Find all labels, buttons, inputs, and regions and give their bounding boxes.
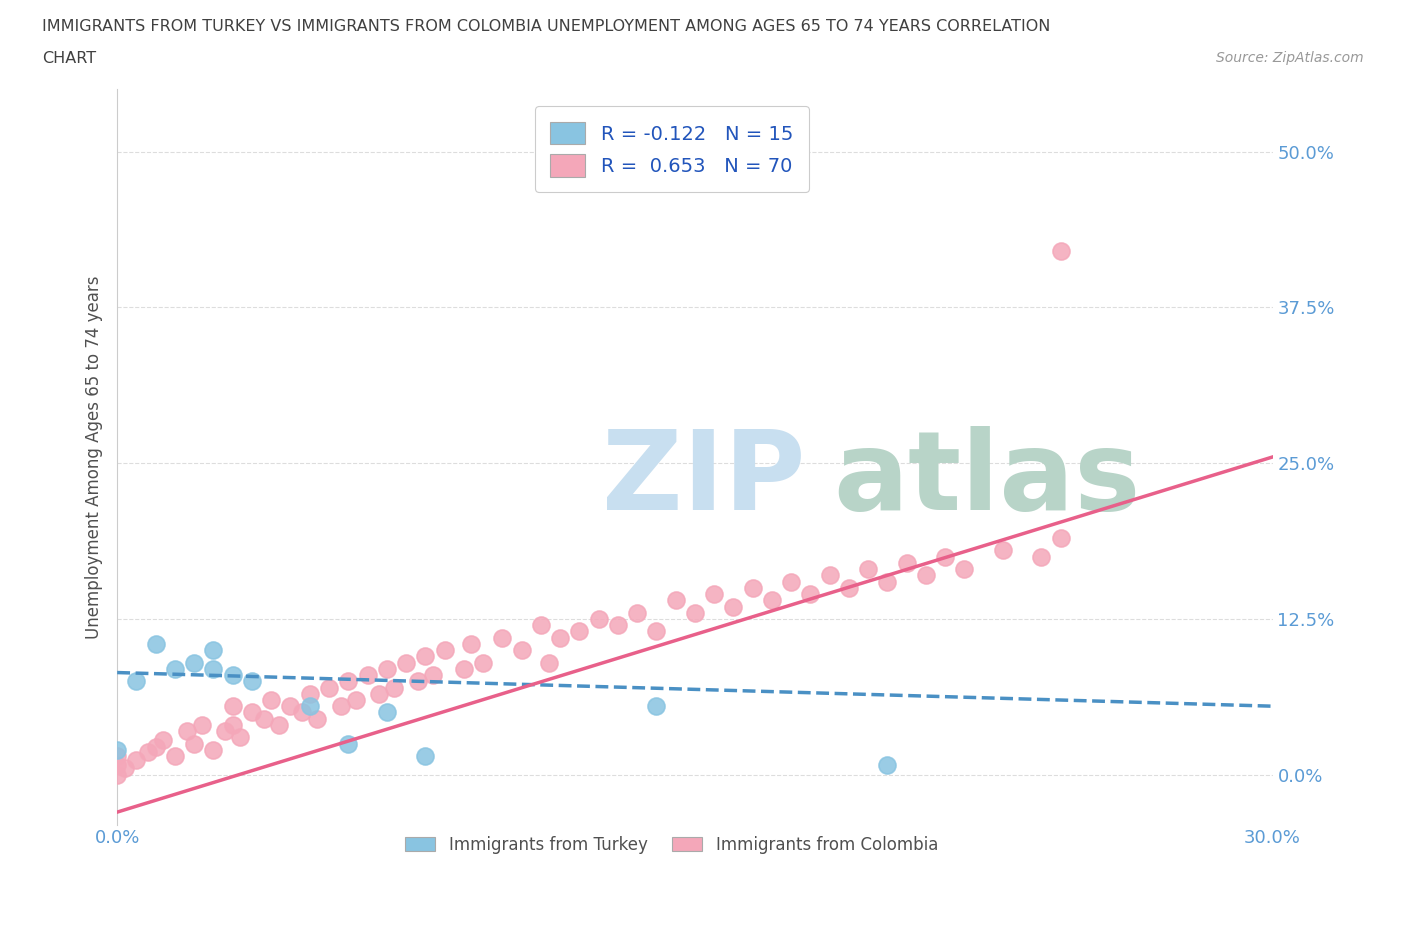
- Point: [723, 599, 745, 614]
- Point: [222, 668, 245, 683]
- Point: [105, 757, 128, 772]
- Point: [125, 752, 148, 767]
- Point: [934, 550, 956, 565]
- Point: [307, 711, 329, 726]
- Point: [145, 636, 167, 651]
- Point: [337, 737, 360, 751]
- Point: [626, 605, 648, 620]
- Point: [1049, 244, 1071, 259]
- Point: [176, 724, 198, 738]
- Point: [896, 555, 918, 570]
- Point: [280, 698, 302, 713]
- Point: [406, 674, 429, 689]
- Point: [780, 574, 803, 589]
- Text: atlas: atlas: [834, 426, 1140, 533]
- Point: [876, 574, 898, 589]
- Point: [152, 733, 174, 748]
- Point: [1049, 530, 1071, 545]
- Point: [683, 605, 706, 620]
- Text: Source: ZipAtlas.com: Source: ZipAtlas.com: [1216, 51, 1364, 65]
- Point: [510, 643, 533, 658]
- Point: [267, 717, 290, 732]
- Point: [105, 749, 128, 764]
- Point: [222, 717, 245, 732]
- Point: [413, 649, 436, 664]
- Point: [163, 749, 186, 764]
- Point: [125, 674, 148, 689]
- Point: [645, 624, 668, 639]
- Point: [318, 680, 340, 695]
- Point: [799, 587, 821, 602]
- Point: [472, 655, 495, 670]
- Point: [453, 661, 475, 676]
- Point: [703, 587, 725, 602]
- Point: [1031, 550, 1053, 565]
- Point: [344, 693, 367, 708]
- Point: [337, 674, 360, 689]
- Point: [876, 757, 898, 772]
- Point: [460, 636, 482, 651]
- Legend: Immigrants from Turkey, Immigrants from Colombia: Immigrants from Turkey, Immigrants from …: [399, 829, 945, 860]
- Point: [665, 592, 688, 607]
- Point: [214, 724, 236, 738]
- Point: [818, 568, 841, 583]
- Y-axis label: Unemployment Among Ages 65 to 74 years: Unemployment Among Ages 65 to 74 years: [86, 275, 103, 639]
- Point: [202, 643, 225, 658]
- Text: ZIP: ZIP: [602, 426, 806, 533]
- Point: [422, 668, 444, 683]
- Point: [240, 705, 263, 720]
- Point: [114, 761, 136, 776]
- Point: [606, 618, 628, 632]
- Point: [761, 592, 783, 607]
- Point: [375, 705, 398, 720]
- Point: [991, 543, 1014, 558]
- Point: [202, 742, 225, 757]
- Point: [298, 698, 321, 713]
- Point: [145, 740, 167, 755]
- Point: [588, 612, 610, 627]
- Point: [298, 686, 321, 701]
- Point: [183, 655, 205, 670]
- Point: [229, 730, 252, 745]
- Point: [384, 680, 406, 695]
- Point: [260, 693, 283, 708]
- Point: [240, 674, 263, 689]
- Point: [838, 580, 860, 595]
- Point: [252, 711, 274, 726]
- Point: [413, 749, 436, 764]
- Point: [953, 562, 976, 577]
- Point: [395, 655, 418, 670]
- Point: [368, 686, 391, 701]
- Point: [356, 668, 378, 683]
- Text: IMMIGRANTS FROM TURKEY VS IMMIGRANTS FROM COLOMBIA UNEMPLOYMENT AMONG AGES 65 TO: IMMIGRANTS FROM TURKEY VS IMMIGRANTS FRO…: [42, 19, 1050, 33]
- Point: [375, 661, 398, 676]
- Point: [105, 742, 128, 757]
- Point: [645, 698, 668, 713]
- Point: [433, 643, 456, 658]
- Point: [202, 661, 225, 676]
- Point: [191, 717, 214, 732]
- Point: [105, 767, 128, 782]
- Point: [537, 655, 560, 670]
- Point: [856, 562, 879, 577]
- Point: [568, 624, 591, 639]
- Point: [163, 661, 186, 676]
- Point: [530, 618, 553, 632]
- Point: [136, 745, 159, 760]
- Text: CHART: CHART: [42, 51, 96, 66]
- Point: [741, 580, 763, 595]
- Point: [491, 631, 513, 645]
- Point: [915, 568, 938, 583]
- Point: [548, 631, 571, 645]
- Point: [222, 698, 245, 713]
- Point: [329, 698, 352, 713]
- Point: [291, 705, 314, 720]
- Point: [183, 737, 205, 751]
